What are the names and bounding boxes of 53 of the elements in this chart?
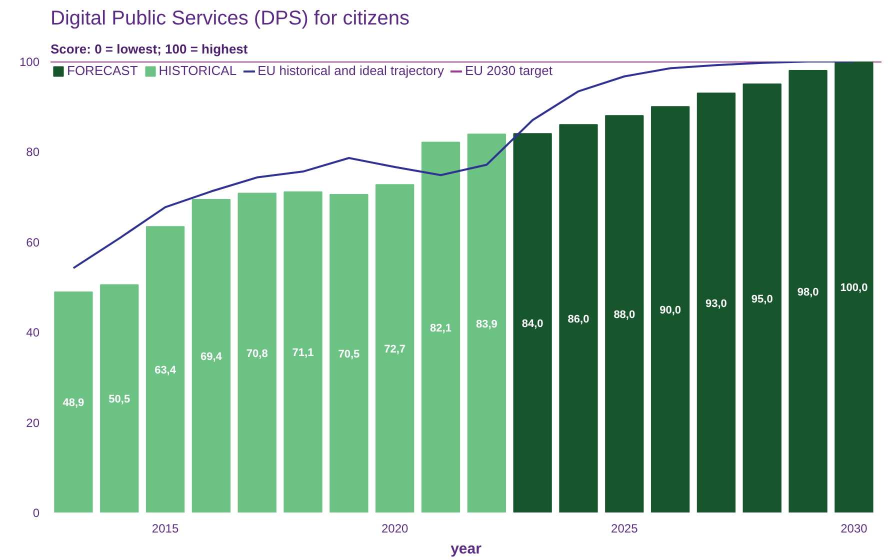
data-label: 50,5 <box>108 394 130 406</box>
data-label: 98,0 <box>797 286 819 299</box>
legend-label: EU historical and ideal trajectory <box>258 63 444 78</box>
data-label: 71,1 <box>292 347 314 360</box>
data-label: 86,0 <box>568 314 590 326</box>
y-tick-label: 0 <box>32 506 40 520</box>
bar <box>559 124 598 512</box>
data-label: 70,5 <box>338 348 360 361</box>
data-label: 93,0 <box>706 298 727 310</box>
bar <box>192 199 231 512</box>
bar <box>146 226 185 512</box>
data-label: 48,9 <box>62 397 84 410</box>
bar <box>467 134 506 512</box>
bar <box>605 115 644 512</box>
bar <box>330 194 368 512</box>
y-tick-label: 100 <box>19 55 40 69</box>
bar <box>421 142 460 512</box>
data-label: 95,0 <box>751 293 773 306</box>
chart-subtitle: Score: 0 = lowest; 100 = highest <box>50 42 248 56</box>
y-tick-label: 80 <box>26 145 40 160</box>
y-tick-label: 40 <box>26 326 40 340</box>
bar <box>788 70 828 512</box>
bar <box>100 284 139 512</box>
y-tick-label: 60 <box>26 235 40 250</box>
x-tick-label: 2015 <box>152 522 179 536</box>
bar <box>238 192 276 512</box>
bar <box>54 291 93 512</box>
x-tick-label: 2025 <box>611 522 638 536</box>
bar <box>513 133 552 512</box>
bar <box>650 106 690 512</box>
legend-label: FORECAST <box>67 63 138 78</box>
x-tick-label: 2020 <box>381 522 409 536</box>
bar <box>834 62 874 512</box>
data-label: 72,7 <box>384 344 406 356</box>
x-tick-label: 2030 <box>840 522 868 536</box>
data-label: 84,0 <box>522 318 544 330</box>
data-label: 90,0 <box>660 304 682 317</box>
data-label: 88,0 <box>614 309 636 322</box>
bar <box>284 191 322 512</box>
data-label: 82,1 <box>430 322 452 334</box>
data-label: 63,4 <box>154 364 177 377</box>
y-tick-label: 20 <box>26 416 40 430</box>
bar <box>742 84 782 512</box>
data-label: 83,9 <box>476 318 498 330</box>
legend-label: HISTORICAL <box>158 63 237 78</box>
chart-title: Digital Public Services (DPS) for citizens <box>50 8 410 30</box>
bar <box>376 184 414 512</box>
x-axis-title: year <box>450 540 482 558</box>
bar <box>696 92 736 512</box>
data-label: 70,8 <box>246 348 268 360</box>
data-label: 100,0 <box>840 282 868 294</box>
data-label: 69,4 <box>200 351 223 364</box>
ref-line-label: EU 2030 target <box>465 63 552 78</box>
